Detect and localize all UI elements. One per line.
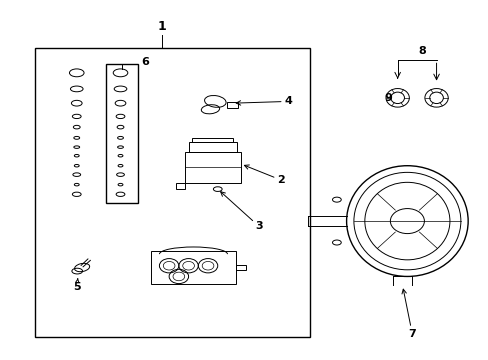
Text: 5: 5: [73, 279, 81, 292]
Text: 8: 8: [417, 46, 425, 57]
Bar: [176, 183, 184, 189]
Text: 2: 2: [244, 165, 284, 185]
Bar: [192, 138, 233, 142]
Bar: [151, 251, 236, 284]
Bar: [184, 152, 241, 183]
Text: 4: 4: [236, 96, 292, 107]
Bar: [35, 48, 309, 337]
Text: 9: 9: [383, 93, 391, 103]
Bar: [106, 64, 137, 203]
Text: 1: 1: [157, 20, 166, 33]
Text: 7: 7: [401, 289, 415, 339]
Text: 6: 6: [141, 57, 148, 67]
Bar: [188, 142, 237, 152]
Bar: [236, 265, 245, 270]
Text: 3: 3: [220, 192, 263, 231]
Bar: [227, 102, 238, 108]
